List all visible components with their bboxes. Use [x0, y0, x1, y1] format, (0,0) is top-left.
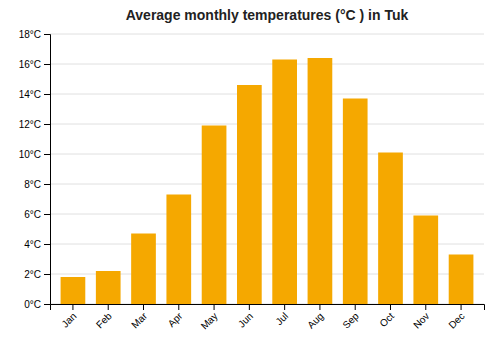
x-tick-mark	[461, 304, 462, 310]
y-tick-mark	[44, 64, 50, 65]
y-tick-mark	[44, 304, 50, 305]
y-tick-label: 8°C	[24, 179, 41, 190]
x-tick-label: Oct	[377, 310, 396, 329]
x-tick: Oct	[377, 304, 396, 329]
y-axis-line	[44, 35, 51, 305]
bar	[131, 234, 156, 305]
x-tick: Sep	[341, 304, 362, 331]
x-tick-mark	[319, 304, 320, 310]
bar	[96, 271, 121, 304]
bar	[413, 216, 438, 305]
x-tick-label: Apr	[166, 310, 185, 329]
y-tick: 18°C	[19, 29, 50, 40]
y-tick-label: 12°C	[19, 119, 41, 130]
x-axis: Jan Feb Mar Apr May Jun Jul Aug Sep Oct Nov Dec	[51, 304, 485, 332]
x-tick-mark	[249, 304, 250, 310]
grid-line	[50, 94, 484, 95]
x-tick: Jun	[236, 304, 255, 330]
y-tick-mark	[44, 244, 50, 245]
y-tick-label: 14°C	[19, 89, 41, 100]
x-tick: Dec	[446, 304, 466, 331]
x-tick-mark	[108, 304, 109, 310]
y-tick-label: 10°C	[19, 149, 41, 160]
y-tick: 2°C	[24, 269, 50, 280]
y-axis: 0°C 2°C 4°C 6°C 8°C 10°C 12°C 14°C 16°C 18°C	[19, 29, 51, 310]
y-tick: 6°C	[24, 209, 50, 220]
x-tick-mark	[355, 304, 356, 310]
x-tick-mark	[390, 304, 391, 310]
title: Average monthly temperatures (°C ) in Tu…	[126, 7, 409, 23]
x-tick-label: Feb	[94, 310, 114, 330]
grid-line	[50, 214, 484, 215]
y-tick-mark	[44, 184, 50, 185]
y-tick: 14°C	[19, 89, 50, 100]
bar	[202, 126, 227, 305]
y-tick-mark	[44, 214, 50, 215]
x-tick-label: Jan	[59, 310, 78, 329]
x-tick-label: Dec	[446, 310, 466, 330]
bar	[343, 99, 368, 305]
y-tick-mark	[44, 274, 50, 275]
y-tick-mark	[44, 34, 50, 35]
x-tick: Jul	[273, 304, 290, 327]
x-axis-line	[51, 305, 485, 311]
x-tick-label: Mar	[129, 310, 149, 330]
y-tick: 12°C	[19, 119, 50, 130]
x-tick-mark	[178, 304, 179, 310]
x-tick-label: Jun	[236, 310, 255, 329]
x-tick-mark	[143, 304, 144, 310]
y-tick: 10°C	[19, 149, 50, 160]
bar	[166, 195, 191, 305]
x-tick: Feb	[94, 304, 114, 330]
bar	[237, 85, 262, 304]
x-tick-label: Sep	[341, 310, 362, 331]
y-tick-mark	[44, 154, 50, 155]
x-tick-mark	[72, 304, 73, 310]
plot: 0°C 2°C 4°C 6°C 8°C 10°C 12°C 14°C 16°C 18°C Jan Fe…	[19, 29, 485, 332]
grid-line	[50, 154, 484, 155]
y-tick: 4°C	[24, 239, 50, 250]
grid-line	[50, 34, 484, 35]
bar	[449, 255, 474, 305]
y-tick-label: 0°C	[24, 299, 41, 310]
x-tick-label: May	[199, 310, 220, 331]
x-tick: Aug	[305, 304, 325, 331]
x-tick-mark	[214, 304, 215, 310]
x-tick-label: Jul	[273, 310, 290, 327]
y-tick: 16°C	[19, 59, 50, 70]
y-tick: 8°C	[24, 179, 50, 190]
grid-line	[50, 184, 484, 185]
x-tick-label: Aug	[305, 310, 325, 330]
bar	[308, 58, 333, 304]
bars	[61, 58, 474, 304]
y-tick-label: 16°C	[19, 59, 41, 70]
bar	[61, 277, 86, 304]
chart: 0°C 2°C 4°C 6°C 8°C 10°C 12°C 14°C 16°C 18°C Jan Fe…	[0, 0, 500, 350]
y-tick: 0°C	[24, 299, 50, 310]
y-tick-label: 6°C	[24, 209, 41, 220]
y-tick-mark	[44, 94, 50, 95]
grid-line	[50, 64, 484, 65]
x-tick: Apr	[166, 304, 185, 329]
grid	[50, 34, 484, 304]
x-tick: Mar	[129, 304, 149, 330]
y-tick-label: 18°C	[19, 29, 41, 40]
bar	[272, 60, 297, 305]
y-tick-mark	[44, 124, 50, 125]
x-tick-label: Nov	[411, 310, 431, 330]
x-tick: Nov	[411, 304, 431, 331]
x-tick-mark	[284, 304, 285, 310]
x-tick-mark	[425, 304, 426, 310]
bar	[378, 153, 403, 305]
x-tick: Jan	[59, 304, 78, 330]
y-tick-label: 4°C	[24, 239, 41, 250]
y-tick-label: 2°C	[24, 269, 41, 280]
x-tick: May	[199, 304, 220, 332]
grid-line	[50, 124, 484, 125]
